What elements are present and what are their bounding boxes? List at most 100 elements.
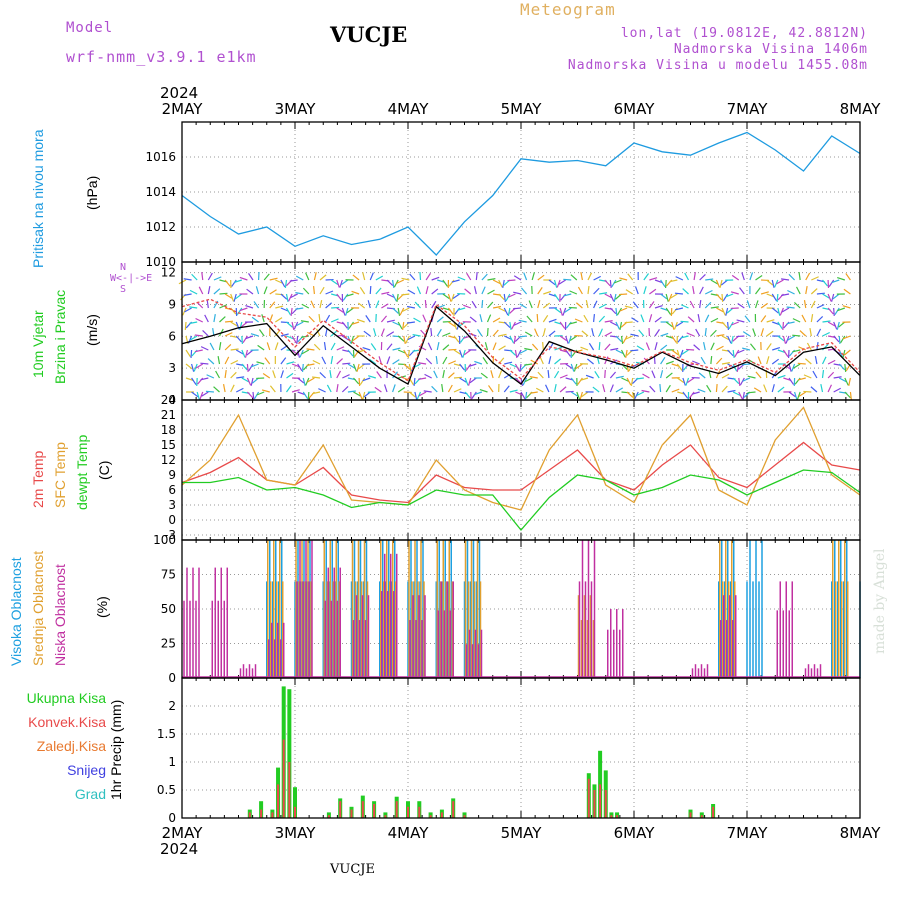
wind-arrow bbox=[230, 371, 237, 379]
wind-arrow bbox=[752, 328, 757, 337]
wind-arrow bbox=[512, 307, 522, 310]
wind-arrow bbox=[402, 321, 405, 331]
ytick-label: 1010 bbox=[145, 255, 176, 269]
wind-arrow bbox=[755, 287, 761, 295]
wind-arrow bbox=[792, 349, 801, 353]
ytick-label: 2 bbox=[168, 699, 176, 713]
wind-arrow bbox=[378, 356, 382, 365]
wind-arrow bbox=[816, 304, 825, 309]
wind-arrow bbox=[312, 391, 321, 395]
wind-arrow bbox=[464, 288, 472, 295]
wind-arrow bbox=[844, 363, 847, 373]
wind-arrow bbox=[222, 384, 226, 393]
wind-arrow bbox=[306, 363, 315, 367]
wind-arrow bbox=[742, 347, 751, 351]
ytick-label: 75 bbox=[161, 568, 176, 582]
wind-arrow bbox=[383, 384, 388, 393]
wind-arrow bbox=[548, 279, 556, 286]
wind-arrow bbox=[436, 342, 440, 351]
wind-arrow bbox=[520, 391, 526, 400]
wind-arrow bbox=[430, 327, 433, 337]
wind-arrow bbox=[246, 349, 254, 356]
wind-arrow bbox=[554, 358, 562, 365]
wind-arrow bbox=[721, 307, 726, 316]
wind-arrow bbox=[515, 391, 524, 396]
wind-arrow bbox=[492, 342, 497, 351]
wind-arrow bbox=[448, 279, 455, 287]
wind-arrow bbox=[568, 306, 577, 309]
wind-arrow bbox=[196, 301, 204, 309]
wind-arrow bbox=[518, 319, 527, 323]
wind-arrow bbox=[542, 302, 551, 309]
precip-conv-bar bbox=[599, 784, 602, 818]
wind-arrow bbox=[771, 279, 775, 288]
wind-arrow bbox=[206, 374, 215, 379]
wind-arrow bbox=[200, 377, 209, 381]
wind-arrow bbox=[834, 307, 840, 316]
wind-arrow bbox=[375, 287, 382, 295]
wind-arrow bbox=[777, 386, 785, 393]
wind-arrow bbox=[660, 332, 669, 337]
wind-arrow bbox=[319, 300, 323, 309]
wind-arrow bbox=[250, 377, 254, 386]
wind-arrow bbox=[196, 391, 200, 400]
wind-arrow bbox=[553, 279, 558, 288]
wind-arrow bbox=[569, 335, 578, 341]
wind-arrow bbox=[744, 315, 751, 323]
wind-arrow bbox=[537, 371, 544, 379]
wind-arrow bbox=[548, 318, 557, 323]
wind-arrow bbox=[435, 355, 438, 365]
wind-arrow bbox=[665, 279, 667, 289]
wind-arrow bbox=[620, 335, 624, 345]
wind-arrow bbox=[554, 307, 562, 314]
wind-arrow bbox=[781, 293, 790, 297]
wind-arrow bbox=[245, 335, 254, 340]
wind-arrow bbox=[699, 299, 702, 309]
wind-arrow bbox=[654, 329, 660, 337]
wind-arrow bbox=[539, 356, 544, 365]
wind-arrow bbox=[359, 286, 366, 295]
wind-arrow bbox=[190, 349, 193, 359]
wind-arrow bbox=[386, 293, 395, 298]
wind-arrow bbox=[201, 391, 209, 397]
wind-arrow bbox=[291, 321, 295, 330]
wind-arrow bbox=[739, 287, 745, 295]
wind-arrow bbox=[604, 343, 611, 351]
wind-arrow bbox=[565, 335, 569, 344]
wind-arrow bbox=[288, 293, 293, 302]
wind-arrow bbox=[200, 362, 209, 365]
ytick-label: 1016 bbox=[145, 150, 176, 164]
wind-arrow bbox=[275, 317, 283, 323]
wind-arrow bbox=[626, 391, 634, 398]
wind-arrow bbox=[766, 319, 775, 323]
wind-arrow bbox=[206, 299, 209, 309]
wind-arrow bbox=[793, 302, 801, 309]
date-label-bottom: 4MAY bbox=[388, 824, 430, 842]
wind-arrow bbox=[280, 293, 288, 300]
wind-arrow bbox=[484, 342, 489, 351]
meteogram-label: Meteogram bbox=[520, 0, 616, 19]
wind-arrow bbox=[622, 335, 628, 344]
wind-arrow bbox=[473, 286, 477, 295]
wind-arrow bbox=[213, 288, 221, 295]
wind-arrow bbox=[548, 356, 552, 365]
wind-arrow bbox=[347, 349, 354, 357]
wind-arrow bbox=[592, 386, 600, 393]
wind-arrow bbox=[219, 316, 226, 323]
wind-arrow bbox=[627, 273, 634, 281]
wind-arrow bbox=[380, 328, 385, 337]
wind-arrow bbox=[798, 271, 801, 281]
wind-arrow bbox=[204, 314, 209, 323]
wind-arrow bbox=[816, 292, 825, 295]
wind-arrow bbox=[544, 384, 550, 393]
wind-arrow bbox=[453, 388, 462, 393]
wind-arrow bbox=[195, 363, 204, 369]
wind-arrow bbox=[524, 347, 533, 351]
date-label-bottom: 2MAY bbox=[162, 824, 204, 842]
wind-arrow bbox=[736, 319, 745, 323]
wind-arrow bbox=[235, 387, 244, 393]
wind-arrow bbox=[189, 335, 198, 341]
wind-arrow bbox=[831, 279, 840, 284]
wind-arrow bbox=[397, 307, 401, 316]
compass-legend: N W<-|->E S bbox=[110, 262, 153, 295]
